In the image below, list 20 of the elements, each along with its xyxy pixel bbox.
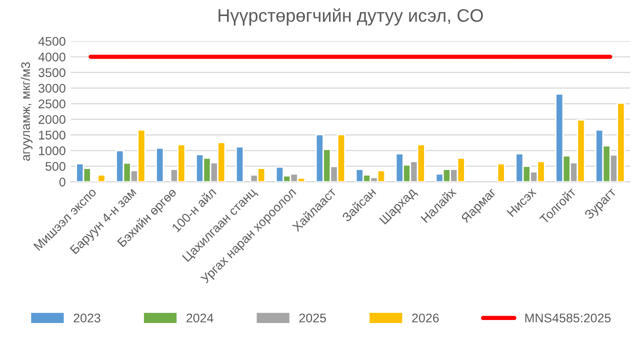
y-tick-label: 500 xyxy=(46,162,66,171)
y-tick-label: 3000 xyxy=(38,84,66,93)
chart-title: Нүүрстөрөгчийн дутуу исэл, CO xyxy=(218,8,483,26)
y-tick-label: 3500 xyxy=(38,68,66,78)
legend-label: MNS4585:2025 xyxy=(525,314,611,322)
y-tick-label: 4500 xyxy=(38,36,66,46)
legend-label: 2023 xyxy=(74,314,100,322)
y-tick-label: 0 xyxy=(59,178,66,186)
bar xyxy=(496,162,506,182)
y-tick-label: 2500 xyxy=(38,99,66,108)
bar xyxy=(235,146,244,182)
legend-label: 2025 xyxy=(299,314,326,322)
bar xyxy=(156,147,164,182)
legend-label: 2024 xyxy=(186,314,214,322)
y-tick-label: 1000 xyxy=(39,146,66,156)
y-tick-label: 2000 xyxy=(38,115,66,124)
y-axis-title: агууламж, мкг/м3 xyxy=(20,62,33,161)
y-tick-label: 4000 xyxy=(38,52,66,62)
legend-label: 2026 xyxy=(412,314,439,322)
y-tick-label: 1500 xyxy=(39,130,66,140)
